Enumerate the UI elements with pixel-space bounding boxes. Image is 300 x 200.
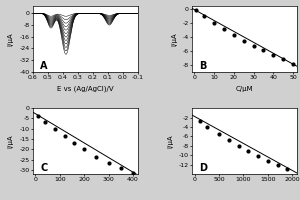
Y-axis label: I/μA: I/μA	[8, 32, 14, 46]
Text: A: A	[40, 61, 48, 71]
Text: B: B	[200, 61, 207, 71]
X-axis label: C/μM: C/μM	[236, 86, 254, 92]
Y-axis label: I/μA: I/μA	[8, 134, 14, 148]
Text: C: C	[40, 163, 48, 173]
Y-axis label: I/μA: I/μA	[171, 32, 177, 46]
Text: D: D	[200, 163, 208, 173]
X-axis label: E vs (Ag/AgCl)/V: E vs (Ag/AgCl)/V	[57, 86, 114, 92]
Y-axis label: I/μA: I/μA	[167, 134, 173, 148]
